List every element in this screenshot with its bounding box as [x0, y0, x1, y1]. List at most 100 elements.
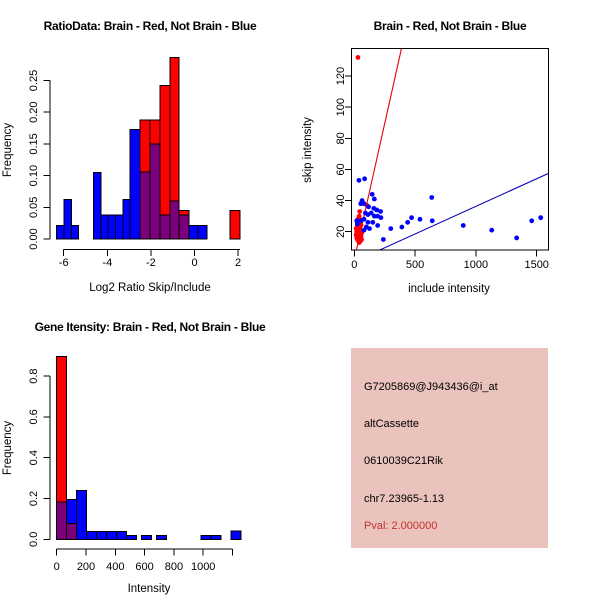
y-tick-label: 0.10 — [28, 165, 40, 186]
fit-line — [355, 48, 403, 251]
histogram-bar — [100, 214, 108, 239]
scatter-point — [365, 212, 371, 217]
gene-name-text: 0610039C21Rik — [364, 455, 443, 467]
scatter-point — [370, 219, 376, 225]
event-type-text: altCassette — [364, 418, 420, 430]
histogram-bar — [189, 225, 198, 239]
ratio-histogram-xlabel: Log2 Ratio Skip/Include — [89, 282, 210, 294]
scatter-point — [369, 191, 375, 197]
histogram-overlap — [170, 200, 180, 239]
histogram-overlap — [66, 523, 77, 540]
histogram-bar — [66, 499, 77, 540]
panel-intensity-scatter: Brain - Red, Not Brain - Blue include in… — [300, 0, 600, 300]
scatter-point — [380, 237, 386, 242]
histogram-bar-outline — [140, 534, 152, 540]
histogram-overlap — [179, 214, 190, 239]
histogram-bar — [160, 85, 171, 240]
histogram-bar-outline — [229, 209, 241, 240]
fit-line — [379, 172, 549, 251]
histogram-bar — [71, 225, 79, 239]
histogram-bar — [106, 531, 117, 540]
histogram-bar — [115, 214, 123, 239]
histogram-bar-outline — [125, 534, 137, 540]
histogram-bar-outline — [197, 225, 208, 240]
gene-intensity-xlabel: Intensity — [128, 583, 171, 595]
histogram-bar-outline — [63, 199, 72, 240]
histogram-overlap — [160, 214, 171, 239]
scatter-point — [514, 235, 520, 241]
scatter-point — [362, 176, 368, 182]
scatter-point — [374, 207, 380, 213]
y-tick-label: 40 — [335, 194, 347, 206]
scatter-point — [371, 196, 377, 202]
ratio-histogram-ylabel: Frequency — [2, 123, 14, 178]
y-tick-label: 20 — [335, 226, 347, 238]
panel-gene-info: G7205869@J943436@i_at altCassette 061003… — [300, 300, 600, 600]
histogram-bar — [116, 531, 127, 540]
scatter-point — [356, 177, 362, 183]
scatter-point — [357, 209, 363, 214]
histogram-bar — [156, 535, 167, 540]
scatter-point — [354, 221, 360, 227]
y-tick-label: 0.6 — [28, 409, 40, 424]
y-tick-label: 100 — [335, 98, 347, 116]
histogram-bar — [56, 356, 67, 540]
scatter-point — [356, 240, 362, 245]
scatter-point — [378, 215, 384, 221]
x-tick-label: 500 — [406, 259, 424, 271]
histogram-bar — [96, 531, 107, 540]
scatter-point — [399, 224, 405, 230]
y-tick-label: 0.25 — [28, 70, 40, 91]
histogram-bar — [63, 199, 72, 239]
scatter-point — [409, 215, 414, 221]
histogram-bar-outline — [76, 490, 88, 540]
scatter-point — [538, 215, 544, 221]
scatter-point — [375, 223, 381, 228]
y-tick-label: 0.2 — [28, 491, 40, 506]
histogram-bar-outline — [92, 171, 102, 240]
scatter-point — [417, 216, 423, 222]
panel-gene-intensity-histogram: Gene Itensity: Brain - Red, Not Brain - … — [0, 300, 300, 600]
scatter-point — [460, 223, 466, 228]
histogram-overlap — [140, 171, 151, 239]
histogram-bar — [122, 199, 130, 239]
scatter-point — [355, 55, 361, 60]
x-tick-label: -6 — [59, 257, 69, 269]
histogram-bar — [107, 214, 116, 239]
histogram-bar — [170, 57, 180, 240]
intensity-scatter-chart: Brain - Red, Not Brain - Blue include in… — [302, 19, 549, 295]
histogram-bar — [126, 535, 137, 540]
gene-intensity-ylabel: Frequency — [2, 421, 14, 476]
histogram-bar — [129, 129, 140, 239]
x-tick-label: 1000 — [464, 259, 488, 271]
histogram-bar — [86, 531, 97, 540]
y-tick-label: 0.20 — [28, 101, 40, 122]
x-tick-label: 400 — [106, 561, 124, 573]
panel-ratio-histogram: RatioData: Brain - Red, Not Brain - Blue… — [0, 0, 300, 300]
x-tick-label: 200 — [77, 561, 95, 573]
x-tick-label: -4 — [102, 257, 112, 269]
histogram-overlap — [150, 143, 161, 239]
histogram-bar — [229, 210, 240, 239]
histogram-bar-outline — [155, 534, 167, 540]
scatter-point — [371, 213, 377, 219]
scatter-point — [358, 201, 364, 207]
y-tick-label: 0.05 — [28, 197, 40, 218]
scatter-point — [366, 204, 371, 210]
histogram-bar-outline — [210, 534, 222, 540]
scatter-point — [429, 195, 435, 200]
y-tick-label: 60 — [335, 163, 347, 175]
gene-locus-text: chr7.23965-1.13 — [364, 493, 445, 505]
scatter-point — [353, 232, 359, 238]
scatter-ylabel: skip intensity — [302, 117, 314, 183]
scatter-point — [361, 201, 367, 207]
pval-text: Pval: 2.000000 — [364, 520, 438, 532]
histogram-bar — [231, 531, 241, 540]
y-tick-label: 0.0 — [28, 532, 40, 547]
x-tick-label: 2 — [235, 257, 241, 269]
y-tick-label: 120 — [335, 67, 347, 85]
histogram-bar — [56, 225, 64, 239]
scatter-point — [388, 226, 394, 231]
x-tick-label: -2 — [146, 257, 156, 269]
